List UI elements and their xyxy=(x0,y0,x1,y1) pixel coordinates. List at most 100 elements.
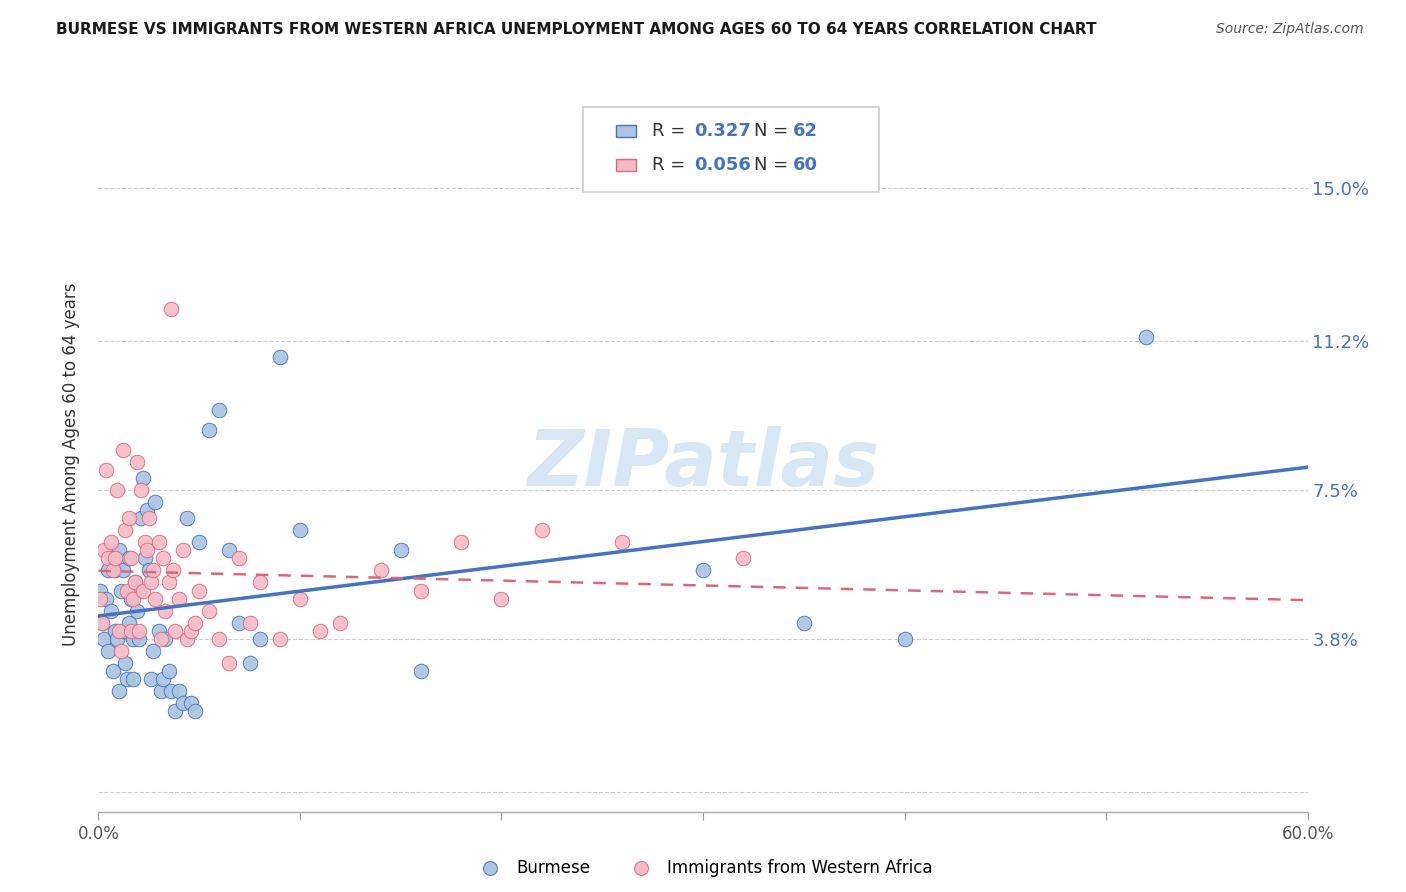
Point xyxy=(160,684,183,698)
Point xyxy=(110,644,132,658)
Point xyxy=(153,632,176,646)
Point xyxy=(135,543,157,558)
Point xyxy=(228,615,250,630)
Point xyxy=(188,535,211,549)
Point xyxy=(176,511,198,525)
Point xyxy=(180,696,202,710)
Point xyxy=(208,402,231,417)
Text: 0.056: 0.056 xyxy=(695,156,751,174)
Point xyxy=(612,535,634,549)
Point xyxy=(172,696,194,710)
Point xyxy=(163,624,186,638)
Point xyxy=(167,591,190,606)
Point xyxy=(101,664,124,678)
Point xyxy=(198,604,221,618)
Point xyxy=(138,511,160,525)
Point xyxy=(97,563,120,577)
Point xyxy=(329,615,352,630)
Text: BURMESE VS IMMIGRANTS FROM WESTERN AFRICA UNEMPLOYMENT AMONG AGES 60 TO 64 YEARS: BURMESE VS IMMIGRANTS FROM WESTERN AFRIC… xyxy=(56,22,1097,37)
Point xyxy=(157,575,180,590)
Text: N =: N = xyxy=(754,156,793,174)
Point xyxy=(218,656,240,670)
Point xyxy=(121,672,143,686)
Point xyxy=(218,543,240,558)
Point xyxy=(107,684,129,698)
Point xyxy=(269,351,291,365)
Point xyxy=(152,551,174,566)
Point xyxy=(125,604,148,618)
Point xyxy=(143,591,166,606)
Point xyxy=(114,656,136,670)
Point xyxy=(111,442,134,457)
Text: R =: R = xyxy=(652,122,692,140)
Point xyxy=(124,575,146,590)
Point xyxy=(208,632,231,646)
Point xyxy=(239,656,262,670)
Point xyxy=(128,583,150,598)
Point xyxy=(153,604,176,618)
Point xyxy=(176,632,198,646)
Point xyxy=(91,615,114,630)
Text: 60: 60 xyxy=(793,156,818,174)
Point xyxy=(105,483,128,497)
Point xyxy=(249,575,271,590)
Point xyxy=(157,664,180,678)
Point xyxy=(128,632,150,646)
Point xyxy=(121,591,143,606)
Point xyxy=(97,644,120,658)
Point xyxy=(101,563,124,577)
Point xyxy=(91,615,114,630)
Point xyxy=(139,575,162,590)
Point xyxy=(134,535,156,549)
Point xyxy=(93,543,115,558)
Point xyxy=(309,624,332,638)
Point xyxy=(124,575,146,590)
Text: 0.327: 0.327 xyxy=(695,122,751,140)
Point xyxy=(105,632,128,646)
Point xyxy=(132,583,155,598)
Point xyxy=(129,483,152,497)
Point xyxy=(110,583,132,598)
Point xyxy=(149,632,172,646)
Point xyxy=(148,535,170,549)
Point xyxy=(139,672,162,686)
Point xyxy=(111,624,134,638)
Text: Source: ZipAtlas.com: Source: ZipAtlas.com xyxy=(1216,22,1364,37)
Point xyxy=(134,551,156,566)
Point xyxy=(370,563,392,577)
Point xyxy=(172,543,194,558)
Y-axis label: Unemployment Among Ages 60 to 64 years: Unemployment Among Ages 60 to 64 years xyxy=(62,282,80,646)
Point xyxy=(491,591,513,606)
Point xyxy=(239,615,262,630)
Point xyxy=(692,563,714,577)
Point xyxy=(269,632,291,646)
Point xyxy=(103,551,125,566)
Point xyxy=(409,664,432,678)
Point xyxy=(125,455,148,469)
Point xyxy=(249,632,271,646)
Point xyxy=(107,624,129,638)
Point xyxy=(160,301,183,316)
Point xyxy=(120,624,142,638)
Point xyxy=(118,511,141,525)
Point xyxy=(115,583,138,598)
Point xyxy=(188,583,211,598)
Point xyxy=(132,471,155,485)
Point xyxy=(733,551,755,566)
Point xyxy=(184,704,207,718)
Point xyxy=(409,583,432,598)
Point xyxy=(198,423,221,437)
Legend: Burmese, Immigrants from Western Africa: Burmese, Immigrants from Western Africa xyxy=(467,852,939,883)
Point xyxy=(118,551,141,566)
Point xyxy=(288,523,311,537)
Point xyxy=(120,551,142,566)
Point xyxy=(89,591,111,606)
Point xyxy=(100,535,122,549)
Point xyxy=(100,604,122,618)
Point xyxy=(142,644,165,658)
Point xyxy=(793,615,815,630)
Point xyxy=(450,535,472,549)
Point xyxy=(162,563,184,577)
Point xyxy=(115,672,138,686)
Text: R =: R = xyxy=(652,156,692,174)
